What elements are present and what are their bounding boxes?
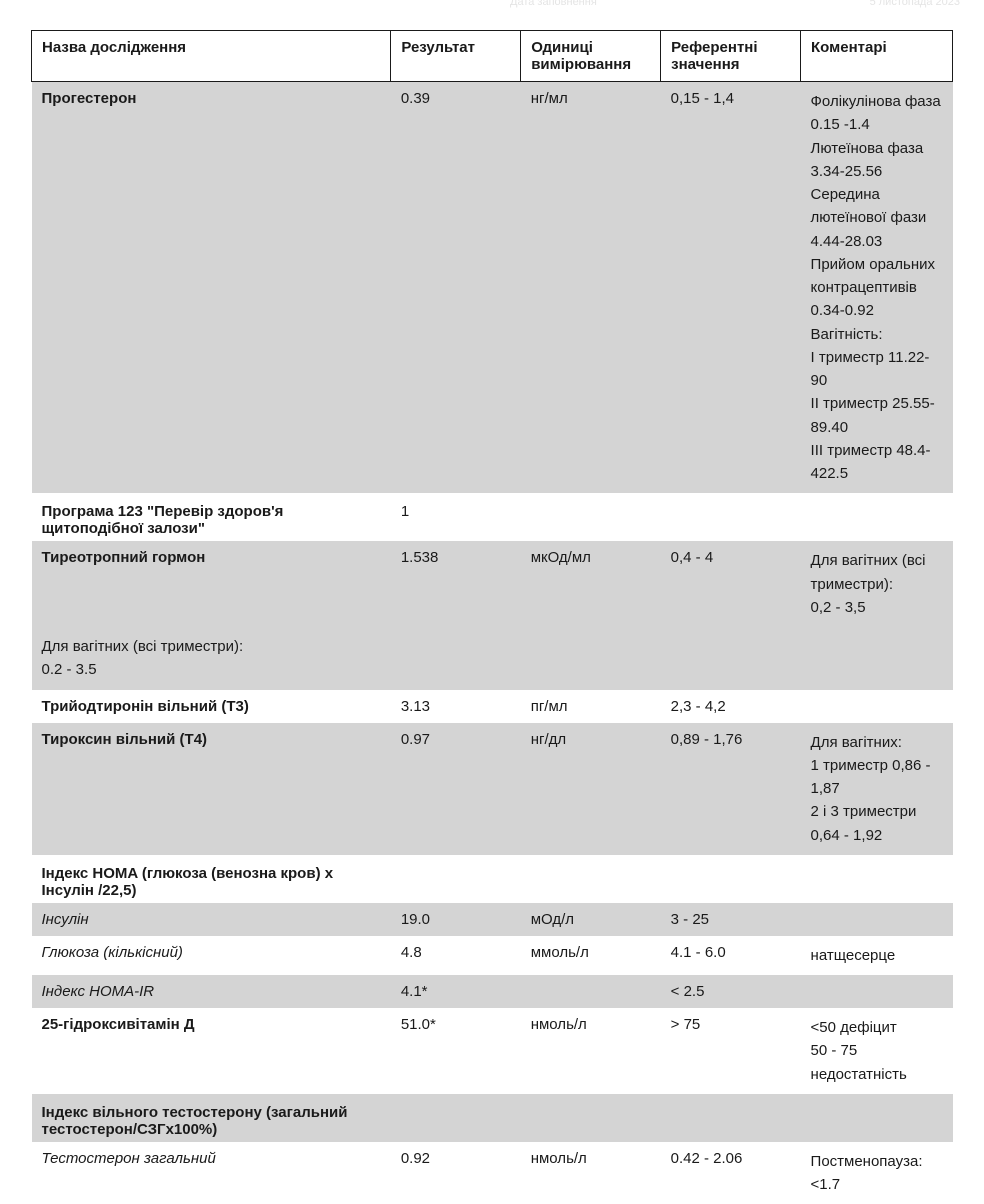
test-name-cell: 25-гідроксивітамін Д: [32, 1008, 391, 1094]
comment-cell: <50 дефіцит 50 - 75 недостатність: [801, 1008, 953, 1094]
table-row: Трийодтиронін вільний (Т3) 3.13 пг/мл 2,3 -…: [32, 690, 953, 723]
comment-cell: [801, 975, 953, 1008]
result-cell: 4.1*: [391, 975, 521, 1008]
units-cell: мкОд/мл: [521, 541, 661, 627]
header-cell-result: Результат: [391, 31, 521, 82]
test-name-cell: Індекс вільного тестостерону (загальний …: [32, 1094, 391, 1142]
test-name-cell: Індекс HOMA-IR: [32, 975, 391, 1008]
test-name-cell: Трийодтиронін вільний (Т3): [32, 690, 391, 723]
test-name-cell: Програма 123 "Перевір здоров'я щитоподіб…: [32, 493, 391, 541]
report-page: Дата заповнення 5 листопада 2023 Назва д…: [0, 0, 984, 1000]
units-cell: пг/мл: [521, 690, 661, 723]
section-row: Індекс HOMA (глюкоза (венозна кров) х Ін…: [32, 855, 953, 903]
result-cell: 1: [391, 493, 521, 541]
comment-cell: [801, 903, 953, 936]
units-cell: ммоль/л: [521, 936, 661, 975]
reference-cell: 4.1 - 6.0: [661, 936, 801, 975]
result-cell: 51.0*: [391, 1008, 521, 1094]
lab-results-table: Назва дослідження Результат Одиниці вимі…: [31, 30, 953, 1204]
units-cell: нмоль/л: [521, 1008, 661, 1094]
comment-cell: Постменопауза: <1.7: [801, 1142, 953, 1204]
test-name-cell: Прогестерон: [32, 82, 391, 494]
section-row: Індекс вільного тестостерону (загальний …: [32, 1094, 953, 1142]
table-row: Прогестерон 0.39 нг/мл 0,15 - 1,4 Фолікуліно…: [32, 82, 953, 494]
units-cell: нмоль/л: [521, 1142, 661, 1204]
reference-cell: > 75: [661, 1008, 801, 1094]
comment-cell: натщесерце: [801, 936, 953, 975]
header-cell-name: Назва дослідження: [32, 31, 391, 82]
comment-cell: [801, 690, 953, 723]
test-name-cell: Тестостерон загальний: [32, 1142, 391, 1204]
reference-cell: 0.42 - 2.06: [661, 1142, 801, 1204]
result-cell: 4.8: [391, 936, 521, 975]
units-cell: нг/дл: [521, 723, 661, 855]
comment-cell: Для вагітних: 1 триместр 0,86 - 1,87 2 і…: [801, 723, 953, 855]
test-name-cell: Інсулін: [32, 903, 391, 936]
result-cell: 1.538: [391, 541, 521, 627]
result-cell: 19.0: [391, 903, 521, 936]
table-row: Глюкоза (кількісний) 4.8 ммоль/л 4.1 - 6.0 н…: [32, 936, 953, 975]
reference-cell: [661, 855, 801, 903]
page-header-faint: Дата заповнення 5 листопада 2023: [500, 0, 970, 8]
reference-cell: 0,15 - 1,4: [661, 82, 801, 494]
comment-cell: [801, 493, 953, 541]
test-name-cell: Тиреотропний гормон: [32, 541, 391, 627]
section-row: Програма 123 "Перевір здоров'я щитоподіб…: [32, 493, 953, 541]
result-cell: 0.39: [391, 82, 521, 494]
table-row: Тиреотропний гормон 1.538 мкОд/мл 0,4 - 4 Дл…: [32, 541, 953, 627]
units-cell: [521, 493, 661, 541]
units-cell: [521, 975, 661, 1008]
header-cell-comments: Коментарі: [801, 31, 953, 82]
reference-cell: [661, 493, 801, 541]
result-cell: [391, 1094, 521, 1142]
header-cell-units: Одиниці вимірювання: [521, 31, 661, 82]
reference-cell: 0,89 - 1,76: [661, 723, 801, 855]
result-cell: 3.13: [391, 690, 521, 723]
units-cell: [521, 855, 661, 903]
comment-cell: [801, 1094, 953, 1142]
test-name-cell: Індекс HOMA (глюкоза (венозна кров) х Ін…: [32, 855, 391, 903]
reference-cell: 3 - 25: [661, 903, 801, 936]
units-cell: нг/мл: [521, 82, 661, 494]
reference-cell: 0,4 - 4: [661, 541, 801, 627]
table-row: Інсулін 19.0 мОд/л 3 - 25: [32, 903, 953, 936]
table-row: Тироксин вільний (Т4) 0.97 нг/дл 0,89 - 1,7…: [32, 723, 953, 855]
reference-cell: < 2.5: [661, 975, 801, 1008]
result-cell: 0.92: [391, 1142, 521, 1204]
result-cell: 0.97: [391, 723, 521, 855]
test-name-cell: Тироксин вільний (Т4): [32, 723, 391, 855]
table-row: Індекс HOMA-IR 4.1* < 2.5: [32, 975, 953, 1008]
test-name-cell: Глюкоза (кількісний): [32, 936, 391, 975]
header-label: Дата заповнення: [510, 0, 597, 8]
header-value: 5 листопада 2023: [870, 0, 960, 8]
reference-cell: [661, 1094, 801, 1142]
reference-cell: 2,3 - 4,2: [661, 690, 801, 723]
units-cell: мОд/л: [521, 903, 661, 936]
comment-cell: Фолікулінова фаза 0.15 -1.4 Лютеїнова фа…: [801, 82, 953, 494]
header-cell-reference: Референтні значення: [661, 31, 801, 82]
units-cell: [521, 1094, 661, 1142]
table-row: Тестостерон загальний 0.92 нмоль/л 0.42 - 2…: [32, 1142, 953, 1204]
comment-cell: Для вагітних (всі триместри): 0,2 - 3,5: [801, 541, 953, 627]
table-row: 25-гідроксивітамін Д 51.0* нмоль/л > 75 <50 …: [32, 1008, 953, 1094]
result-cell: [391, 855, 521, 903]
comment-cell: [801, 855, 953, 903]
extra-note-row: Для вагітних (всі триместри): 0.2 - 3.5: [32, 627, 953, 690]
table-header-row: Назва дослідження Результат Одиниці вимі…: [32, 31, 953, 82]
